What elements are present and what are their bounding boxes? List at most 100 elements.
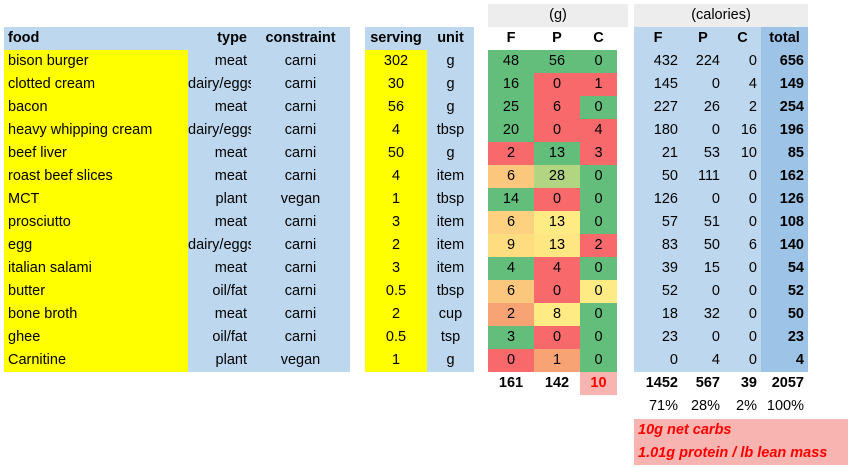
- cell-serving[interactable]: 3: [365, 211, 427, 234]
- cell-grams-protein[interactable]: 0: [534, 119, 580, 142]
- cell-constraint[interactable]: carni: [251, 303, 350, 326]
- cell-constraint[interactable]: carni: [251, 96, 350, 119]
- cell-unit[interactable]: item: [427, 211, 474, 234]
- total-cal-protein[interactable]: 567: [695, 375, 720, 391]
- cell-cal-protein[interactable]: 224: [682, 50, 724, 73]
- cell-grams-protein[interactable]: 13: [534, 211, 580, 234]
- cell-unit[interactable]: g: [427, 50, 474, 73]
- cell-cal-protein[interactable]: 4: [682, 349, 724, 372]
- cell-grams-fat[interactable]: 14: [488, 188, 534, 211]
- cell-type[interactable]: oil/fat: [188, 326, 251, 349]
- cell-unit[interactable]: item: [427, 257, 474, 280]
- cell-cal-fat[interactable]: 23: [634, 326, 682, 349]
- cell-unit[interactable]: tbsp: [427, 280, 474, 303]
- cell-cal-protein[interactable]: 26: [682, 96, 724, 119]
- cell-serving[interactable]: 0.5: [365, 326, 427, 349]
- cell-cal-protein[interactable]: 0: [682, 326, 724, 349]
- cell-constraint[interactable]: carni: [251, 73, 350, 96]
- cell-constraint[interactable]: carni: [251, 142, 350, 165]
- header-food[interactable]: food: [4, 27, 188, 50]
- cell-cal-fat[interactable]: 50: [634, 165, 682, 188]
- cell-grams-protein[interactable]: 0: [534, 326, 580, 349]
- cell-food[interactable]: prosciutto: [4, 211, 188, 234]
- cell-cal-carbs[interactable]: 0: [724, 257, 761, 280]
- cell-serving[interactable]: 30: [365, 73, 427, 96]
- cell-type[interactable]: meat: [188, 211, 251, 234]
- percent-protein[interactable]: 28%: [690, 398, 720, 414]
- cell-serving[interactable]: 2: [365, 303, 427, 326]
- cell-cal-fat[interactable]: 21: [634, 142, 682, 165]
- cell-cal-carbs[interactable]: 6: [724, 234, 761, 257]
- cell-cal-protein[interactable]: 32: [682, 303, 724, 326]
- header-cal-total[interactable]: total: [761, 27, 808, 50]
- cell-grams-carbs[interactable]: 0: [580, 349, 617, 372]
- cell-food[interactable]: beef liver: [4, 142, 188, 165]
- cell-grams-fat[interactable]: 48: [488, 50, 534, 73]
- cell-food[interactable]: italian salami: [4, 257, 188, 280]
- cell-cal-total[interactable]: 52: [761, 280, 808, 303]
- cell-food[interactable]: bone broth: [4, 303, 188, 326]
- cell-grams-fat[interactable]: 6: [488, 280, 534, 303]
- cell-unit[interactable]: item: [427, 234, 474, 257]
- cell-grams-carbs[interactable]: 4: [580, 119, 617, 142]
- cell-food[interactable]: egg: [4, 234, 188, 257]
- cell-grams-carbs[interactable]: 0: [580, 50, 617, 73]
- cell-serving[interactable]: 2: [365, 234, 427, 257]
- header-serving[interactable]: serving: [365, 27, 427, 50]
- cell-cal-fat[interactable]: 57: [634, 211, 682, 234]
- cell-grams-fat[interactable]: 2: [488, 303, 534, 326]
- cell-cal-total[interactable]: 140: [761, 234, 808, 257]
- header-unit[interactable]: unit: [427, 27, 474, 50]
- total-cal-total[interactable]: 2057: [771, 375, 804, 391]
- total-grams-carbs[interactable]: 10: [580, 372, 617, 395]
- cell-grams-protein[interactable]: 0: [534, 280, 580, 303]
- cell-grams-carbs[interactable]: 2: [580, 234, 617, 257]
- cell-unit[interactable]: item: [427, 165, 474, 188]
- cell-cal-carbs[interactable]: 0: [724, 326, 761, 349]
- total-cal-fat[interactable]: 1452: [645, 375, 678, 391]
- cell-cal-total[interactable]: 126: [761, 188, 808, 211]
- cell-cal-carbs[interactable]: 10: [724, 142, 761, 165]
- header-cal-protein[interactable]: P: [682, 27, 724, 50]
- cell-serving[interactable]: 0.5: [365, 280, 427, 303]
- cell-type[interactable]: meat: [188, 165, 251, 188]
- cell-grams-carbs[interactable]: 3: [580, 142, 617, 165]
- cell-constraint[interactable]: carni: [251, 326, 350, 349]
- total-cal-carbs[interactable]: 39: [740, 375, 757, 391]
- cell-cal-total[interactable]: 108: [761, 211, 808, 234]
- cell-cal-protein[interactable]: 15: [682, 257, 724, 280]
- cell-type[interactable]: meat: [188, 257, 251, 280]
- cell-grams-protein[interactable]: 13: [534, 234, 580, 257]
- cell-cal-fat[interactable]: 180: [634, 119, 682, 142]
- cell-cal-carbs[interactable]: 16: [724, 119, 761, 142]
- percent-fat[interactable]: 71%: [648, 398, 678, 414]
- cell-cal-total[interactable]: 4: [761, 349, 808, 372]
- percent-total[interactable]: 100%: [766, 398, 804, 414]
- cell-serving[interactable]: 1: [365, 188, 427, 211]
- cell-cal-carbs[interactable]: 0: [724, 50, 761, 73]
- cell-serving[interactable]: 1: [365, 349, 427, 372]
- cell-grams-fat[interactable]: 2: [488, 142, 534, 165]
- cell-serving[interactable]: 302: [365, 50, 427, 73]
- cell-cal-protein[interactable]: 0: [682, 119, 724, 142]
- cell-grams-carbs[interactable]: 0: [580, 257, 617, 280]
- cell-constraint[interactable]: carni: [251, 280, 350, 303]
- cell-cal-total[interactable]: 85: [761, 142, 808, 165]
- note-net-carbs[interactable]: 10g net carbs: [634, 419, 848, 442]
- cell-unit[interactable]: g: [427, 349, 474, 372]
- cell-cal-protein[interactable]: 0: [682, 73, 724, 96]
- cell-grams-carbs[interactable]: 0: [580, 303, 617, 326]
- cell-grams-carbs[interactable]: 0: [580, 188, 617, 211]
- header-grams-carbs[interactable]: C: [593, 30, 604, 46]
- cell-cal-total[interactable]: 54: [761, 257, 808, 280]
- cell-food[interactable]: clotted cream: [4, 73, 188, 96]
- cell-cal-protein[interactable]: 0: [682, 188, 724, 211]
- cell-cal-carbs[interactable]: 0: [724, 165, 761, 188]
- cell-serving[interactable]: 4: [365, 119, 427, 142]
- total-grams-fat[interactable]: 161: [498, 375, 524, 391]
- header-grams-protein[interactable]: P: [552, 30, 562, 46]
- cell-cal-fat[interactable]: 83: [634, 234, 682, 257]
- cell-cal-total[interactable]: 656: [761, 50, 808, 73]
- cell-cal-carbs[interactable]: 0: [724, 349, 761, 372]
- cell-serving[interactable]: 56: [365, 96, 427, 119]
